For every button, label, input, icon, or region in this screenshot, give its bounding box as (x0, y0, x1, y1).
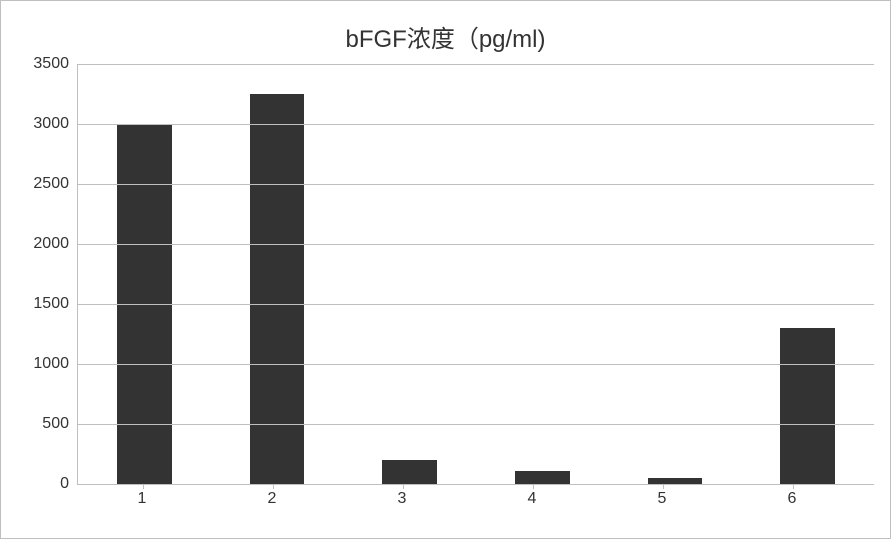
gridline (78, 304, 874, 305)
y-tick-label: 2500 (33, 175, 69, 193)
x-axis: 123456 (77, 484, 857, 508)
y-axis: 0500100015002000250030003500 (17, 64, 77, 484)
x-tick-mark (143, 484, 144, 489)
gridline (78, 364, 874, 365)
y-tick-label: 1000 (33, 355, 69, 373)
x-tick-mark (533, 484, 534, 489)
y-tick-label: 2000 (33, 235, 69, 253)
plot-area (77, 64, 874, 485)
bar (780, 328, 835, 484)
x-tick-label: 6 (727, 490, 857, 508)
x-tick-label: 3 (337, 490, 467, 508)
x-tick-mark (793, 484, 794, 489)
gridline (78, 124, 874, 125)
gridline (78, 64, 874, 65)
bar (648, 478, 703, 484)
x-tick-mark (273, 484, 274, 489)
y-tick-label: 3000 (33, 115, 69, 133)
plot-wrap: 0500100015002000250030003500 (17, 64, 874, 484)
y-tick-label: 1500 (33, 295, 69, 313)
x-tick-label: 4 (467, 490, 597, 508)
gridline (78, 244, 874, 245)
gridline (78, 184, 874, 185)
chart-title: bFGF浓度（pg/ml) (17, 19, 874, 54)
bars-container (78, 64, 874, 484)
x-tick-mark (403, 484, 404, 489)
x-tick-mark (663, 484, 664, 489)
bar (382, 460, 437, 484)
x-tick-label: 5 (597, 490, 727, 508)
y-tick-label: 0 (60, 475, 69, 493)
y-tick-label: 3500 (33, 55, 69, 73)
y-tick-label: 500 (42, 415, 69, 433)
x-tick-label: 1 (77, 490, 207, 508)
x-tick-label: 2 (207, 490, 337, 508)
chart-container: bFGF浓度（pg/ml) 05001000150020002500300035… (0, 0, 891, 539)
gridline (78, 424, 874, 425)
bar (250, 94, 305, 484)
bar (515, 471, 570, 484)
